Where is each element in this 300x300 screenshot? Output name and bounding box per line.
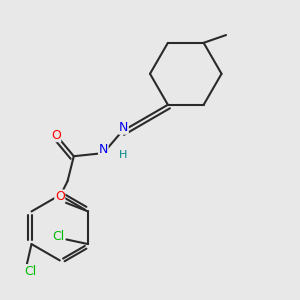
Text: O: O xyxy=(55,190,65,203)
Text: N: N xyxy=(119,121,128,134)
Text: N: N xyxy=(99,143,108,156)
Text: Cl: Cl xyxy=(24,265,36,278)
Text: Cl: Cl xyxy=(52,230,65,243)
Text: H: H xyxy=(119,150,128,160)
Text: O: O xyxy=(51,129,61,142)
